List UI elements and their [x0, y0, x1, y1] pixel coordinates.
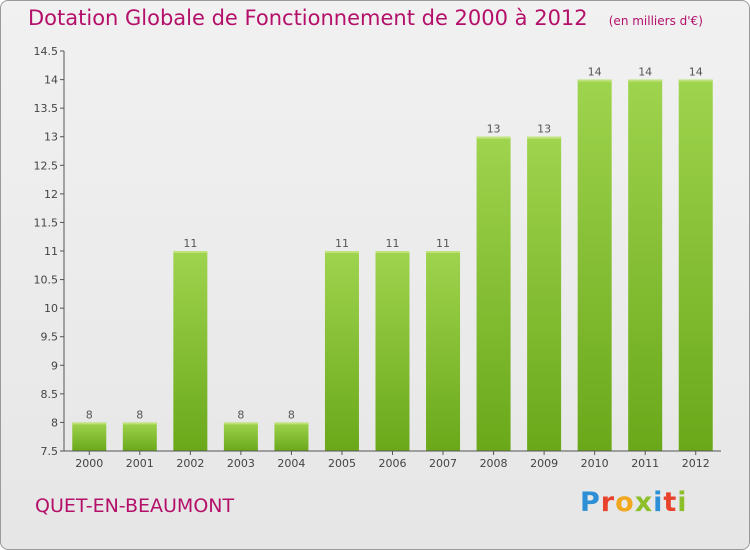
y-tick-label: 9.5: [41, 331, 59, 344]
bar-highlight-2012: [678, 79, 713, 82]
x-tick-label-2009: 2009: [530, 457, 558, 470]
x-tick-label-2012: 2012: [682, 457, 710, 470]
x-tick-label-2006: 2006: [379, 457, 407, 470]
x-tick-label-2008: 2008: [480, 457, 508, 470]
bar-2001: [122, 422, 157, 451]
logo-letter: i: [653, 487, 664, 518]
x-tick-label-2004: 2004: [277, 457, 305, 470]
bar-2006: [375, 251, 410, 451]
bar-2011: [628, 79, 663, 452]
bar-highlight-2001: [122, 422, 157, 425]
x-tick-label-2002: 2002: [176, 457, 204, 470]
bars-layer: 8 8 11 8 8 11 11 11 13 13 14 14 14: [72, 66, 713, 452]
bar-highlight-2010: [577, 79, 612, 82]
bar-highlight-2008: [476, 136, 511, 139]
bar-2004: [274, 422, 309, 451]
bar-highlight-2006: [375, 251, 410, 253]
bar-2008: [476, 136, 511, 451]
data-label-2007: 11: [436, 237, 450, 250]
y-tick-label: 10: [44, 302, 58, 315]
place-name: QUET-EN-BEAUMONT: [35, 495, 235, 517]
y-tick-label: 11: [44, 245, 58, 258]
bar-highlight-2002: [173, 251, 208, 253]
bar-2009: [527, 136, 562, 451]
data-label-2009: 13: [537, 123, 551, 136]
logo-letter: o: [615, 487, 635, 518]
logo-letter: P: [580, 487, 601, 518]
y-tick-label: 10.5: [34, 274, 59, 287]
bar-highlight-2000: [72, 422, 107, 425]
y-tick-label: 8: [51, 416, 58, 429]
y-tick-label: 7.5: [41, 445, 59, 458]
y-tick-label: 12.5: [34, 159, 59, 172]
bar-2012: [678, 79, 713, 452]
data-label-2011: 14: [638, 66, 652, 79]
y-tick-label: 12: [44, 188, 58, 201]
bar-2000: [72, 422, 107, 451]
x-tick-label-2010: 2010: [581, 457, 609, 470]
bar-highlight-2005: [324, 251, 359, 253]
logo-letter: t: [663, 487, 678, 518]
data-label-2012: 14: [689, 66, 703, 79]
proxiti-logo: Proxiti: [580, 487, 688, 518]
y-tick-label: 11.5: [34, 216, 59, 229]
x-tick-label-2005: 2005: [328, 457, 356, 470]
y-tick-label: 14: [44, 74, 58, 87]
data-label-2001: 8: [136, 408, 143, 421]
data-label-2000: 8: [86, 408, 93, 421]
data-label-2004: 8: [288, 408, 295, 421]
y-tick-label: 13.5: [34, 102, 59, 115]
bar-2003: [223, 422, 258, 451]
y-tick-label: 8.5: [41, 388, 59, 401]
x-tick-label-2011: 2011: [631, 457, 659, 470]
bar-highlight-2009: [527, 136, 562, 139]
data-label-2010: 14: [588, 66, 602, 79]
bar-2002: [173, 251, 208, 451]
data-label-2002: 11: [183, 237, 197, 250]
data-label-2003: 8: [237, 408, 244, 421]
data-label-2005: 11: [335, 237, 349, 250]
bar-highlight-2004: [274, 422, 309, 425]
data-label-2006: 11: [386, 237, 400, 250]
x-tick-label-2007: 2007: [429, 457, 457, 470]
bar-2005: [324, 251, 359, 451]
y-tick-label: 9: [51, 359, 58, 372]
bar-2010: [577, 79, 612, 452]
title-line: Dotation Globale de Fonctionnement de 20…: [28, 6, 703, 30]
bar-2007: [426, 251, 461, 451]
x-tick-label-2001: 2001: [126, 457, 154, 470]
data-label-2008: 13: [487, 123, 501, 136]
bar-highlight-2011: [628, 79, 663, 82]
y-tick-label: 14.5: [34, 45, 59, 58]
y-tick-label: 13: [44, 131, 58, 144]
chart-title: Dotation Globale de Fonctionnement de 20…: [28, 6, 588, 30]
x-tick-label-2000: 2000: [75, 457, 103, 470]
logo-letter: i: [677, 487, 688, 518]
logo-letter: x: [634, 487, 654, 518]
bar-highlight-2007: [426, 251, 461, 253]
bar-highlight-2003: [223, 422, 258, 425]
axes-layer: 7.5 8 8.5 9 9.5 10 10.5 11 11.5 12 12.5 13 13.5 14 14.…: [34, 45, 721, 470]
chart-subtitle: (en milliers d'€): [608, 14, 703, 28]
logo-letter: r: [600, 487, 616, 518]
x-tick-label-2003: 2003: [227, 457, 255, 470]
